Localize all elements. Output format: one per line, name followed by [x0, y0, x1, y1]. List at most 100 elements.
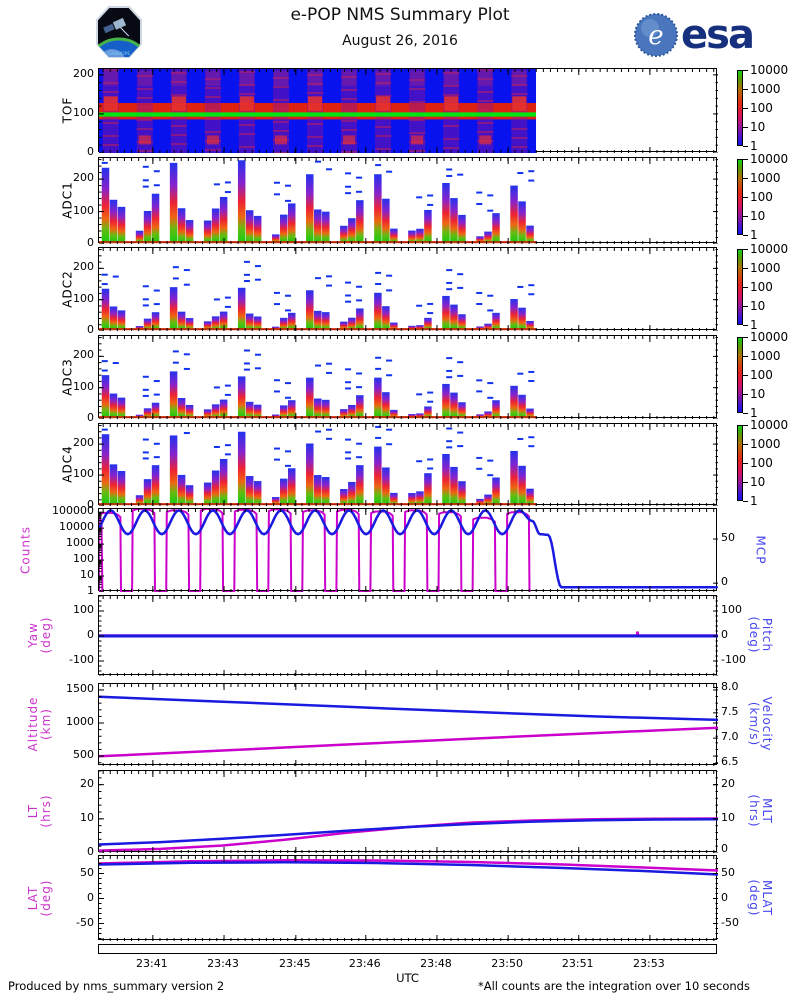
axis-title-adc2: ADC2: [60, 269, 75, 308]
y-tick-label: -100: [69, 653, 94, 666]
colorbar-tick: [743, 375, 748, 376]
colorbar-tick: [743, 108, 748, 109]
colorbar: [737, 159, 743, 235]
colorbar-tick-label: 10000: [750, 242, 789, 256]
right-tick-label: 6.5: [721, 754, 739, 768]
right-tick-label: 0: [721, 841, 728, 855]
colorbar-tick: [743, 70, 748, 71]
svg-text:e: e: [648, 21, 663, 51]
right-tick-label: -50: [721, 915, 739, 929]
panel-adc1: [98, 157, 718, 245]
panel-counts: [97, 507, 719, 593]
x-tick-label: 23:43: [207, 957, 239, 970]
y-tick-label: 500: [73, 748, 94, 762]
y-tick-label: 0: [87, 844, 94, 858]
colorbar-tick-label: 100: [750, 190, 773, 204]
y-tick-label: 200: [73, 171, 94, 185]
colorbar-tick: [743, 501, 748, 502]
colorbar-tick: [743, 306, 748, 307]
colorbar-tick-label: 1000: [750, 82, 781, 96]
panel-lt: [97, 770, 720, 854]
x-tick-label: 23:53: [633, 957, 665, 970]
colorbar-tick-label: 10: [750, 475, 766, 489]
y-tick-label: 0: [87, 497, 94, 511]
colorbar-tick: [743, 249, 748, 250]
axis-title-lat: LAT (deg): [26, 879, 53, 916]
colorbar-tick-label: 1000: [750, 171, 781, 185]
y-tick-label: 20: [80, 776, 94, 790]
colorbar-tick-label: 100: [750, 456, 773, 470]
y-tick-label: 200: [73, 348, 94, 362]
colorbar-tick-label: 1: [750, 494, 758, 508]
y-tick-label: 100: [73, 105, 94, 119]
colorbar-tick: [743, 394, 748, 395]
y-tick-label: 0: [87, 628, 94, 641]
colorbar-tick: [743, 127, 748, 128]
axis-title-adc1: ADC1: [60, 181, 75, 219]
y-tick-label: 100: [73, 379, 94, 393]
y-tick-label: 0: [87, 410, 94, 424]
colorbar-tick-label: 1: [750, 228, 758, 242]
panel-adc2: [98, 247, 718, 332]
panel-tof: [98, 68, 718, 154]
right-axis-title-yaw: Pitch (deg): [747, 616, 774, 654]
panel-adc3: [98, 335, 718, 420]
patch-label: CASSIOPE: [108, 51, 131, 57]
y-tick-label: 1500: [66, 681, 94, 695]
colorbar-tick: [743, 146, 748, 147]
y-tick-label: 200: [73, 260, 94, 274]
colorbar-tick: [743, 287, 748, 288]
colorbar-tick: [743, 178, 748, 179]
colorbar-tick-label: 10000: [750, 63, 789, 77]
right-tick-label: 50: [721, 865, 735, 879]
colorbar: [737, 425, 743, 501]
panel-lat: [97, 855, 720, 941]
right-tick-label: 0: [721, 575, 728, 589]
bottom-strip-panel: [98, 944, 717, 954]
colorbar-tick: [743, 356, 748, 357]
y-tick-label: -50: [76, 915, 94, 929]
esa-wordmark: esa: [681, 12, 755, 58]
right-tick-label: 20: [721, 776, 735, 790]
colorbar-tick-label: 10000: [750, 418, 789, 432]
y-tick-label: 100: [73, 203, 94, 217]
x-tick-label: 23:48: [420, 957, 452, 970]
right-tick-label: 10: [721, 810, 735, 824]
y-tick-label: 100: [73, 603, 94, 616]
colorbar-tick: [743, 197, 748, 198]
esa-globe-icon: e: [634, 13, 678, 57]
colorbar-tick: [743, 337, 748, 338]
y-tick-label: 0: [87, 322, 94, 336]
x-axis-title: UTC: [396, 971, 419, 985]
footer-produced-by: Produced by nms_summary version 2: [8, 979, 225, 993]
colorbar-tick-label: 1: [750, 406, 758, 420]
colorbar-tick: [743, 425, 748, 426]
axis-title-yaw: Yaw (deg): [26, 616, 53, 654]
y-tick-label: 0: [87, 235, 94, 249]
y-tick-label: 1: [87, 583, 94, 597]
axis-title-adc4: ADC4: [60, 445, 75, 483]
axis-title-counts: Counts: [18, 525, 33, 574]
x-tick-label: 23:45: [278, 957, 311, 970]
colorbar-tick-label: 1: [750, 318, 758, 332]
right-axis-title-lt: MLT (hrs): [747, 794, 774, 828]
right-tick-label: 7.0: [721, 730, 739, 744]
right-tick-label: -100: [721, 653, 746, 666]
right-tick-label: 8.0: [721, 679, 739, 693]
x-tick-label: 23:51: [561, 957, 594, 970]
y-tick-label: 100000: [52, 504, 94, 518]
y-tick-label: 0: [87, 144, 94, 158]
panel-altitude: [97, 683, 720, 766]
colorbar-tick: [743, 268, 748, 269]
colorbar: [737, 70, 743, 146]
y-tick-label: 200: [73, 66, 94, 80]
colorbar-tick-label: 10000: [750, 330, 789, 344]
right-tick-label: 7.5: [721, 704, 739, 718]
x-tick-label: 23:50: [491, 957, 523, 970]
axis-title-adc3: ADC3: [60, 357, 75, 396]
colorbar-tick-label: 1000: [750, 261, 781, 275]
y-tick-label: 100: [73, 291, 94, 305]
colorbar-tick-label: 10: [750, 120, 766, 134]
colorbar: [737, 249, 743, 325]
